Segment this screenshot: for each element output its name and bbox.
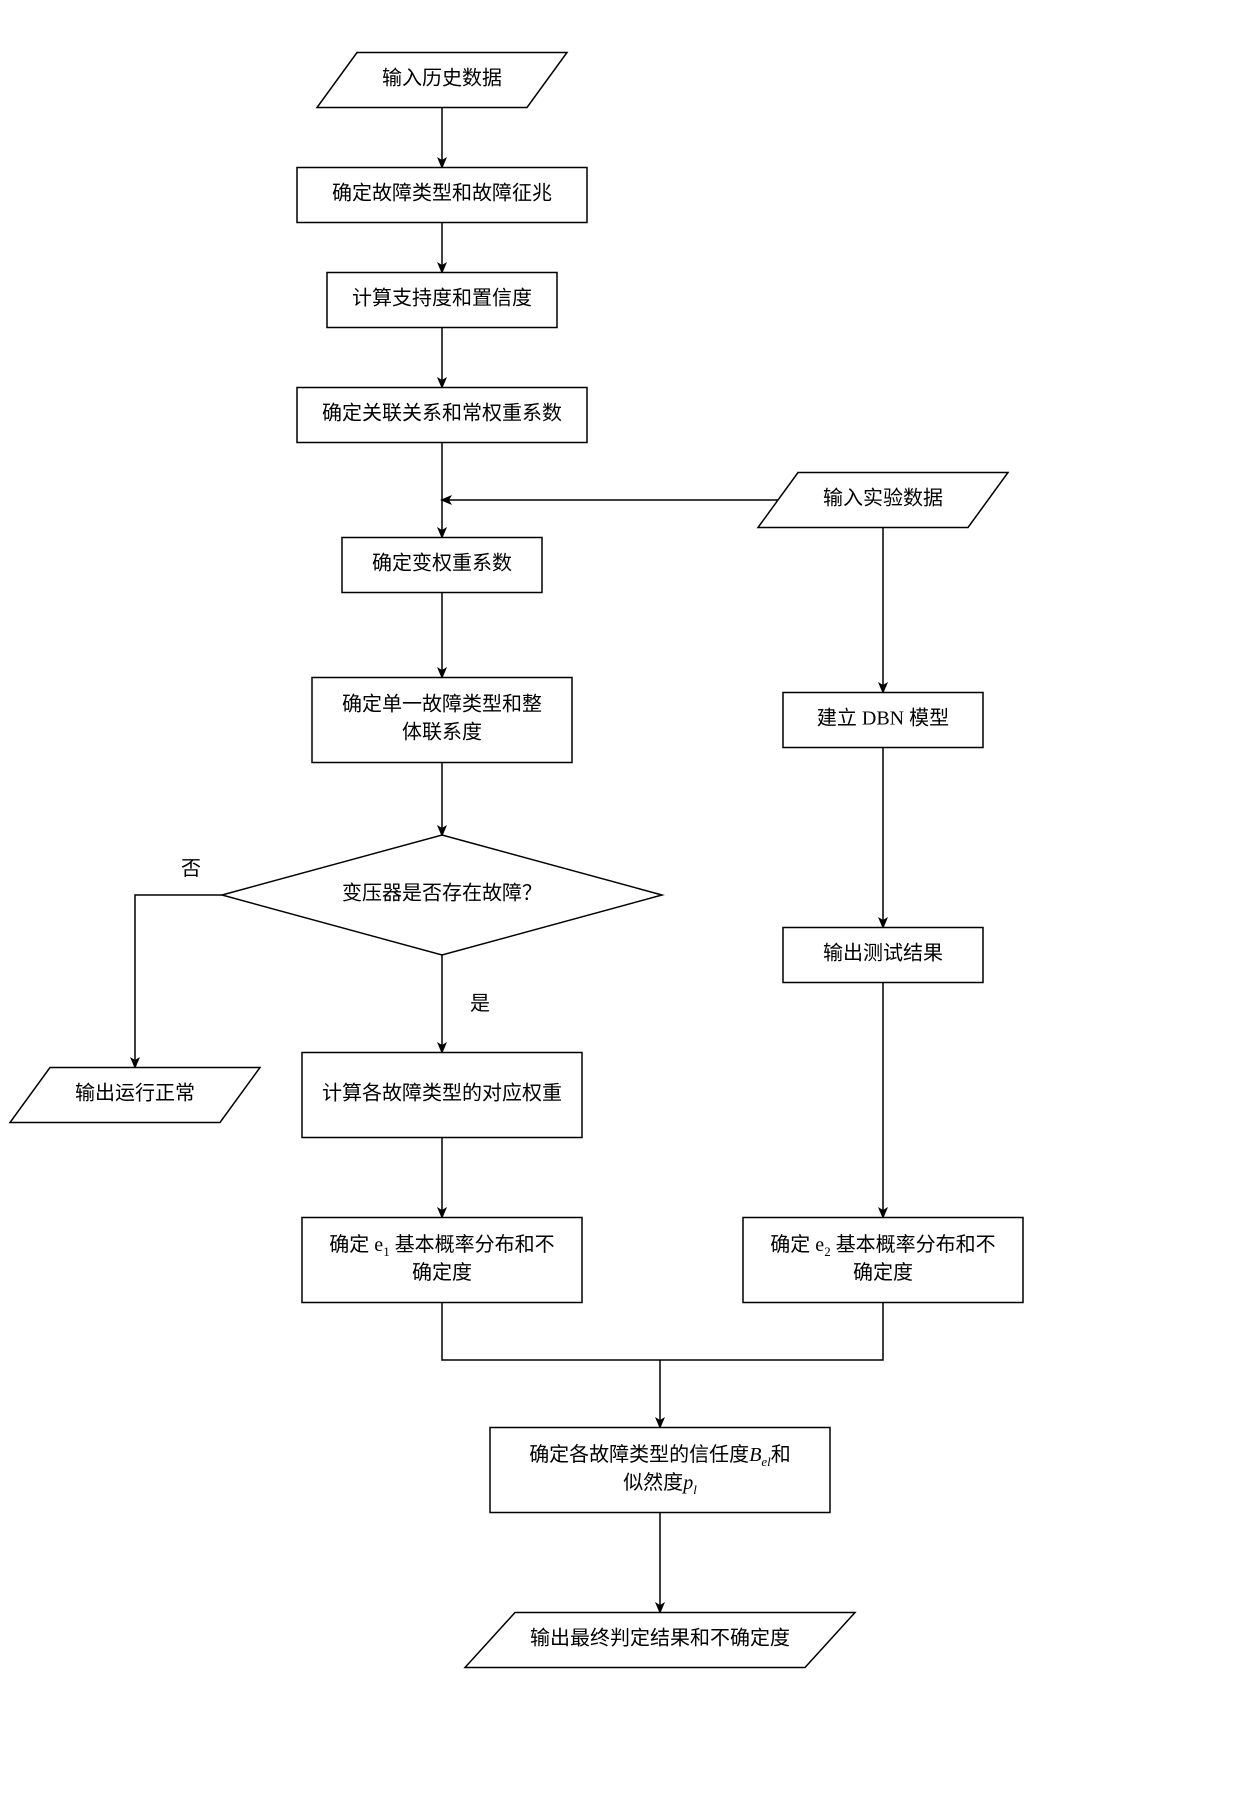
nodes-layer: 输入历史数据确定故障类型和故障征兆计算支持度和置信度确定关联关系和常权重系数输入… [10,53,1023,1668]
flowchart-canvas: 否是输入历史数据确定故障类型和故障征兆计算支持度和置信度确定关联关系和常权重系数… [0,0,1240,1801]
node-rect: 确定 e2 基本概率分布和不确定度 [743,1218,1023,1303]
node-rect: 确定故障类型和故障征兆 [297,168,587,223]
node-text: 输出最终判定结果和不确定度 [530,1627,790,1650]
rect-shape [490,1428,830,1513]
node-text: 确定各故障类型的信任度Bel和 [529,1443,791,1470]
rect-shape [302,1218,582,1303]
node-text: 确定单一故障类型和整 [342,693,542,716]
node-text: 确定 e2 基本概率分布和不 [770,1233,995,1260]
node-text: 建立 DBN 模型 [817,707,949,730]
edge [442,1303,660,1360]
node-text: 输入历史数据 [382,67,502,90]
node-parallelogram: 输入实验数据 [758,473,1008,528]
node-text: 确定度 [853,1261,913,1284]
edge-label: 是 [470,993,490,1015]
node-text: 确定 e1 基本概率分布和不 [329,1233,554,1260]
node-rect: 建立 DBN 模型 [783,693,983,748]
node-rect: 确定单一故障类型和整体联系度 [312,678,572,763]
rect-shape [743,1218,1023,1303]
node-text: 计算各故障类型的对应权重 [322,1082,562,1105]
node-text: 输入实验数据 [823,487,943,510]
node-parallelogram: 输入历史数据 [317,53,567,108]
node-text: 似然度pl [623,1471,697,1498]
node-text: 计算支持度和置信度 [352,287,532,310]
node-rect: 输出测试结果 [783,928,983,983]
node-rect: 计算各故障类型的对应权重 [302,1053,582,1138]
node-text: 确定度 [412,1261,472,1284]
node-rect: 确定 e1 基本概率分布和不确定度 [302,1218,582,1303]
node-rect: 计算支持度和置信度 [327,273,557,328]
node-text: 输出测试结果 [823,942,943,965]
node-rect: 确定各故障类型的信任度Bel和似然度pl [490,1428,830,1513]
node-text: 变压器是否存在故障？ [342,882,542,905]
node-text: 确定变权重系数 [372,552,512,575]
rect-shape [312,678,572,763]
node-parallelogram: 输出运行正常 [10,1068,260,1123]
edge [135,895,222,1067]
node-rect: 确定关联关系和常权重系数 [297,388,587,443]
edge [660,1303,883,1360]
node-diamond: 变压器是否存在故障？ [222,835,662,955]
node-text: 体联系度 [402,721,482,744]
node-rect: 确定变权重系数 [342,538,542,593]
node-text: 输出运行正常 [75,1082,195,1105]
node-text: 确定故障类型和故障征兆 [332,182,552,205]
node-parallelogram: 输出最终判定结果和不确定度 [465,1613,855,1668]
edge-label: 否 [181,858,201,880]
node-text: 确定关联关系和常权重系数 [322,402,562,425]
